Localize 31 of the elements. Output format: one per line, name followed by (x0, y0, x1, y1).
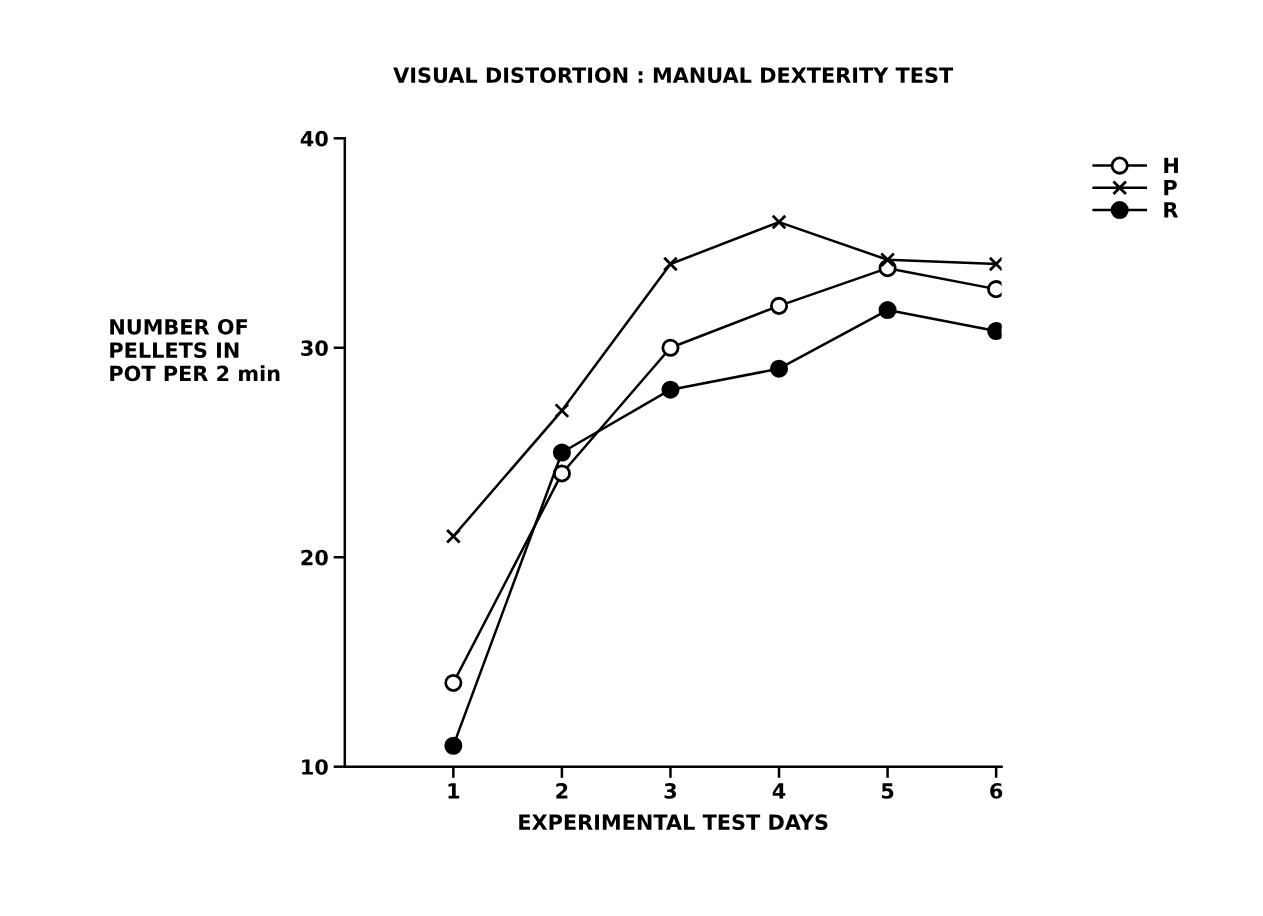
point (552, 443, 571, 462)
y-tick-label: 10 (302, 759, 328, 775)
x-tick-label: 4 (772, 783, 786, 799)
legend-label: H (1164, 157, 1178, 173)
legend-label: P (1164, 179, 1177, 196)
legend-label: R (1164, 202, 1179, 218)
x-tick-label: 3 (664, 783, 677, 799)
x-tick-label: 1 (448, 783, 460, 799)
point (661, 380, 680, 399)
x-tick-label: 2 (556, 783, 568, 799)
y-tick-label: 20 (301, 549, 328, 566)
x-tick-label: 6 (990, 783, 1003, 799)
x-axis-title: EXPERIMENTAL TEST DAYS (519, 814, 828, 831)
y-axis-title: NUMBER OF PELLETS IN POT PER 2 min (110, 318, 280, 382)
point (445, 528, 461, 544)
chart-title: VISUAL DISTORTION : MANUAL DEXTERITY TEST (393, 67, 954, 84)
point (771, 214, 787, 230)
point (552, 464, 571, 483)
point (879, 252, 896, 268)
point (444, 673, 463, 692)
point (769, 359, 789, 378)
y-tick-label: 40 (300, 130, 328, 147)
point (878, 301, 897, 320)
point (554, 402, 570, 419)
x-tick-label: 5 (881, 783, 894, 799)
point (988, 256, 1002, 272)
point (661, 338, 680, 357)
point (444, 736, 463, 755)
point (662, 256, 679, 272)
point (769, 296, 789, 315)
y-tick-label: 30 (301, 340, 328, 356)
